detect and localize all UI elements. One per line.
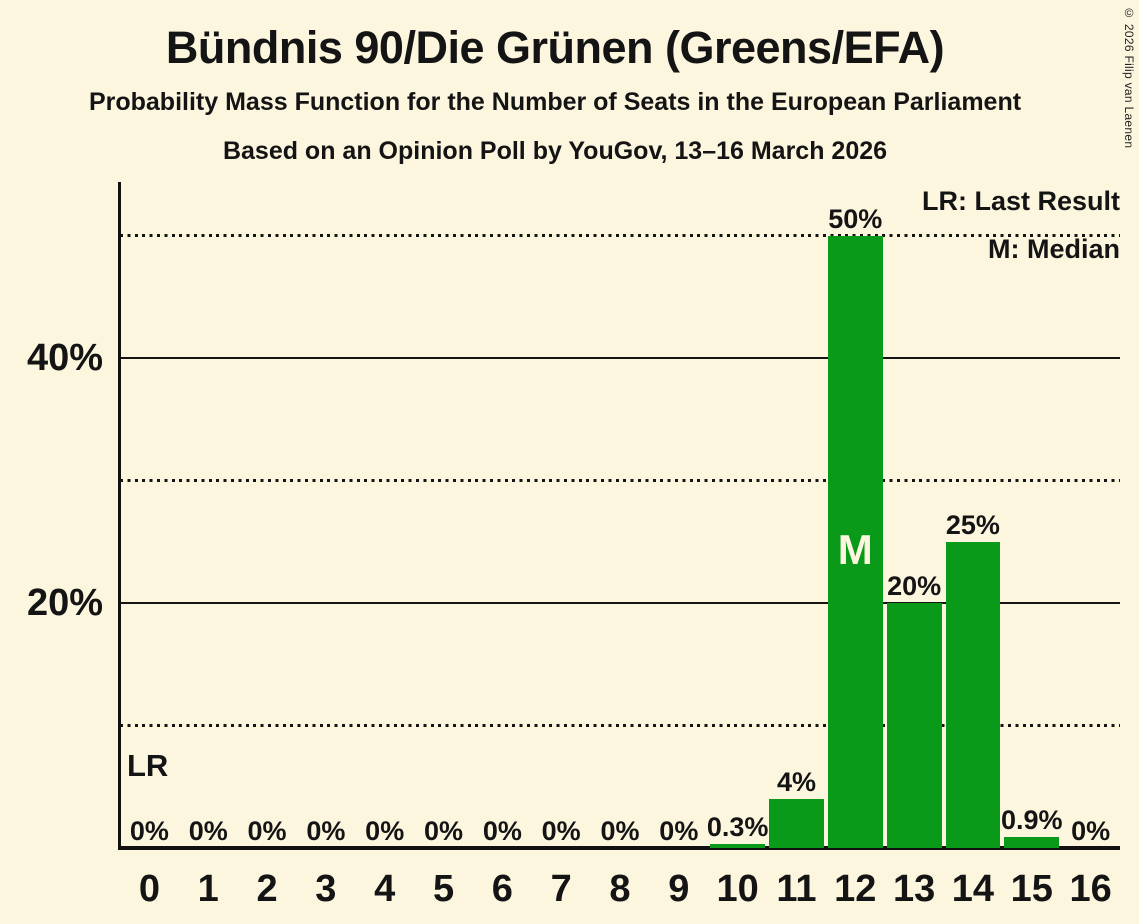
x-axis-label-5: 5 <box>432 868 455 910</box>
x-axis-label-0: 0 <box>138 868 160 910</box>
page-title: Bündnis 90/Die Grünen (Greens/EFA) <box>165 22 945 73</box>
bar-seats-11 <box>769 799 824 848</box>
legend-median: M: Median <box>988 234 1120 264</box>
bar-value-label-9: 0% <box>659 816 699 846</box>
x-axis-label-4: 4 <box>374 868 396 910</box>
bar-value-label-8: 0% <box>600 816 640 846</box>
bar-value-label-6: 0% <box>482 816 522 846</box>
x-axis-line <box>118 846 1120 850</box>
gridline-solid-40 <box>120 357 1120 360</box>
bar-value-label-10: 0.3% <box>706 812 769 843</box>
x-axis-label-13: 13 <box>892 868 936 910</box>
x-axis-label-9: 9 <box>668 868 690 910</box>
gridline-dotted-10 <box>120 724 1120 728</box>
bar-value-label-2: 0% <box>247 816 287 846</box>
x-axis-label-2: 2 <box>256 868 278 910</box>
copyright-notice: © 2026 Filip van Laenen <box>1122 6 1136 149</box>
bar-seats-14 <box>945 541 1001 848</box>
x-axis-label-14: 14 <box>951 868 995 910</box>
bar-value-label-0: 0% <box>129 816 169 846</box>
x-axis-label-16: 16 <box>1069 868 1112 910</box>
legend-last-result: LR: Last Result <box>921 186 1120 216</box>
x-axis-label-3: 3 <box>315 868 337 910</box>
x-axis-label-10: 10 <box>716 868 759 910</box>
bar-seats-10 <box>710 844 766 848</box>
x-axis-label-15: 15 <box>1010 868 1053 910</box>
x-axis-label-6: 6 <box>491 868 513 910</box>
x-axis-label-1: 1 <box>197 868 219 910</box>
bar-value-label-5: 0% <box>424 816 464 846</box>
y-axis-line <box>118 182 121 850</box>
bar-value-label-15: 0.9% <box>1000 804 1063 835</box>
bar-seats-13 <box>886 603 942 848</box>
bar-value-label-1: 0% <box>188 816 228 846</box>
bar-value-label-16: 0% <box>1071 816 1111 846</box>
gridline-dotted-30 <box>120 479 1120 483</box>
x-axis-label-11: 11 <box>776 868 817 910</box>
x-axis-label-8: 8 <box>609 868 631 910</box>
x-axis-label-12: 12 <box>834 868 877 910</box>
bar-value-label-3: 0% <box>306 816 346 846</box>
bar-value-label-4: 0% <box>365 816 405 846</box>
bar-value-label-11: 4% <box>776 767 816 798</box>
median-marker: M <box>837 526 873 573</box>
gridline-solid-20 <box>120 602 1120 605</box>
chart-source-line: Based on an Opinion Poll by YouGov, 13–1… <box>222 137 888 165</box>
bar-value-label-7: 0% <box>541 816 581 846</box>
y-axis-tick-label: 40% <box>26 337 103 380</box>
chart-subtitle: Probability Mass Function for the Number… <box>88 88 1022 116</box>
gridline-dotted-50 <box>120 234 1120 238</box>
bar-value-label-12: 50% <box>828 203 883 234</box>
bar-seats-12 <box>827 235 883 848</box>
bar-value-label-13: 20% <box>887 571 942 602</box>
last-result-marker: LR <box>127 748 169 783</box>
y-axis-tick-label: 20% <box>26 582 103 625</box>
bar-value-label-14: 25% <box>945 509 1000 540</box>
x-axis-label-7: 7 <box>550 868 572 910</box>
bar-seats-15 <box>1004 836 1060 848</box>
